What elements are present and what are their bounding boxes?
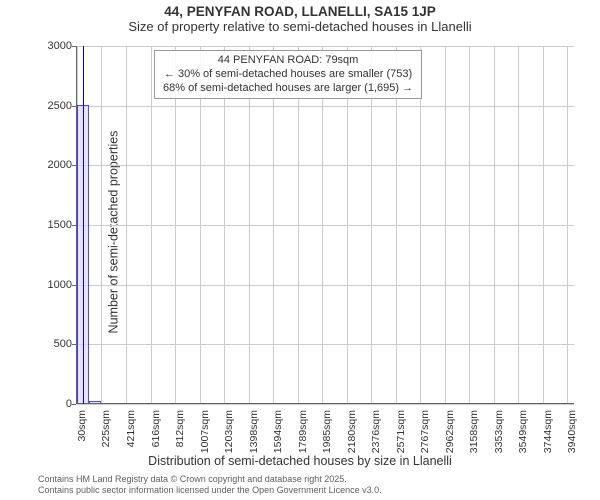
gridline-h	[77, 285, 574, 286]
anno-line2: ← 30% of semi-detached houses are smalle…	[163, 68, 413, 82]
gridline-v	[445, 46, 446, 403]
gridline-h	[77, 106, 574, 107]
anno-line1: 44 PENYFAN ROAD: 79sqm	[163, 54, 413, 68]
gridline-v	[494, 46, 495, 403]
subject-marker-line	[83, 46, 84, 404]
gridline-v	[543, 46, 544, 403]
ytick-label: 1500	[40, 219, 72, 231]
gridline-v	[273, 46, 274, 403]
ytick-label: 3000	[40, 40, 72, 52]
gridline-v	[175, 46, 176, 403]
gridline-v	[101, 46, 102, 403]
footer-line2: Contains public sector information licen…	[38, 485, 382, 496]
gridline-h	[77, 46, 574, 47]
gridline-h	[77, 225, 574, 226]
ytick-label: 0	[40, 398, 72, 410]
gridline-v	[126, 46, 127, 403]
title-line1: 44, PENYFAN ROAD, LLANELLI, SA15 1JP	[0, 4, 600, 19]
gridline-v	[298, 46, 299, 403]
x-axis-label: Distribution of semi-detached houses by …	[0, 454, 600, 468]
annotation-box: 44 PENYFAN ROAD: 79sqm ← 30% of semi-det…	[154, 50, 422, 99]
ytick-label: 2000	[40, 159, 72, 171]
chart-title: 44, PENYFAN ROAD, LLANELLI, SA15 1JP Siz…	[0, 0, 600, 34]
gridline-v	[371, 46, 372, 403]
ytick-label: 2500	[40, 100, 72, 112]
gridline-v	[249, 46, 250, 403]
gridline-h	[77, 344, 574, 345]
attribution-footer: Contains HM Land Registry data © Crown c…	[38, 474, 382, 496]
gridline-v	[469, 46, 470, 403]
gridline-h	[77, 165, 574, 166]
ytick-label: 500	[40, 338, 72, 350]
gridline-v	[518, 46, 519, 403]
gridline-v	[420, 46, 421, 403]
histogram-bar	[89, 401, 101, 403]
plot-area	[76, 46, 574, 404]
title-line2: Size of property relative to semi-detach…	[0, 19, 600, 34]
chart-container: { "title_line1": "44, PENYFAN ROAD, LLAN…	[0, 0, 600, 500]
gridline-v	[567, 46, 568, 403]
ytick-label: 1000	[40, 279, 72, 291]
gridline-v	[347, 46, 348, 403]
gridline-v	[151, 46, 152, 403]
footer-line1: Contains HM Land Registry data © Crown c…	[38, 474, 382, 485]
gridline-v	[224, 46, 225, 403]
gridline-v	[200, 46, 201, 403]
gridline-h	[77, 404, 574, 405]
gridline-v	[396, 46, 397, 403]
anno-line3: 68% of semi-detached houses are larger (…	[163, 82, 413, 96]
gridline-v	[322, 46, 323, 403]
